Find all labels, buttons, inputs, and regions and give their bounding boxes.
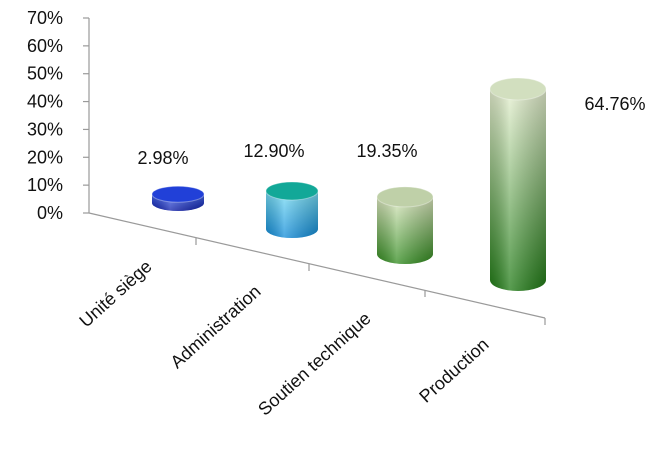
bar-shading: [377, 196, 433, 264]
y-tick-label: 60%: [27, 36, 63, 56]
value-label: 2.98%: [137, 148, 188, 168]
y-ticks: 0% 10% 20% 30% 40% 50% 60% 70%: [27, 8, 89, 223]
y-tick-label: 30%: [27, 119, 63, 139]
value-label: 12.90%: [243, 141, 304, 161]
x-axis-line: [88, 212, 546, 319]
category-label: Administration: [167, 281, 265, 372]
bar-4: [489, 77, 547, 291]
category-label: Soutien technique: [254, 308, 374, 419]
value-labels: 2.98% 12.90% 19.35% 64.76%: [137, 94, 645, 168]
y-tick-label: 40%: [27, 92, 63, 112]
category-label: Production: [415, 334, 492, 406]
bar-top: [265, 181, 319, 201]
bar-top: [489, 77, 547, 101]
bar-3: [376, 186, 434, 264]
category-label: Unité siège: [75, 256, 155, 331]
bar-shading: [490, 88, 546, 291]
bar-2: [265, 181, 319, 238]
y-tick-label: 20%: [27, 147, 63, 167]
value-label: 19.35%: [356, 141, 417, 161]
value-label: 64.76%: [584, 94, 645, 114]
y-tick-label: 10%: [27, 175, 63, 195]
y-tick-label: 0%: [37, 203, 63, 223]
y-tick-label: 50%: [27, 64, 63, 84]
bar-shading: [266, 190, 318, 238]
bar-1: [151, 185, 205, 211]
bars: [151, 77, 547, 291]
axes: [88, 18, 546, 319]
bar-top: [151, 185, 205, 203]
y-tick-label: 70%: [27, 8, 63, 28]
bar-top: [376, 186, 434, 208]
